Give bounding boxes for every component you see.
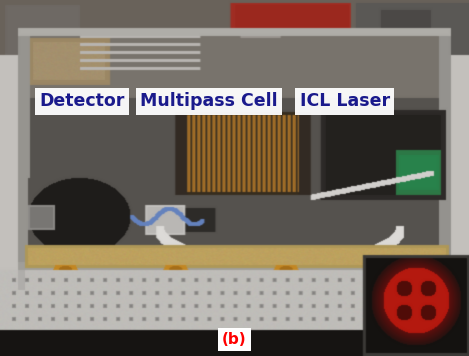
- Text: ICL Laser: ICL Laser: [300, 93, 390, 110]
- Text: Multipass Cell: Multipass Cell: [140, 93, 278, 110]
- Text: (b): (b): [222, 332, 247, 347]
- Text: Detector: Detector: [39, 93, 125, 110]
